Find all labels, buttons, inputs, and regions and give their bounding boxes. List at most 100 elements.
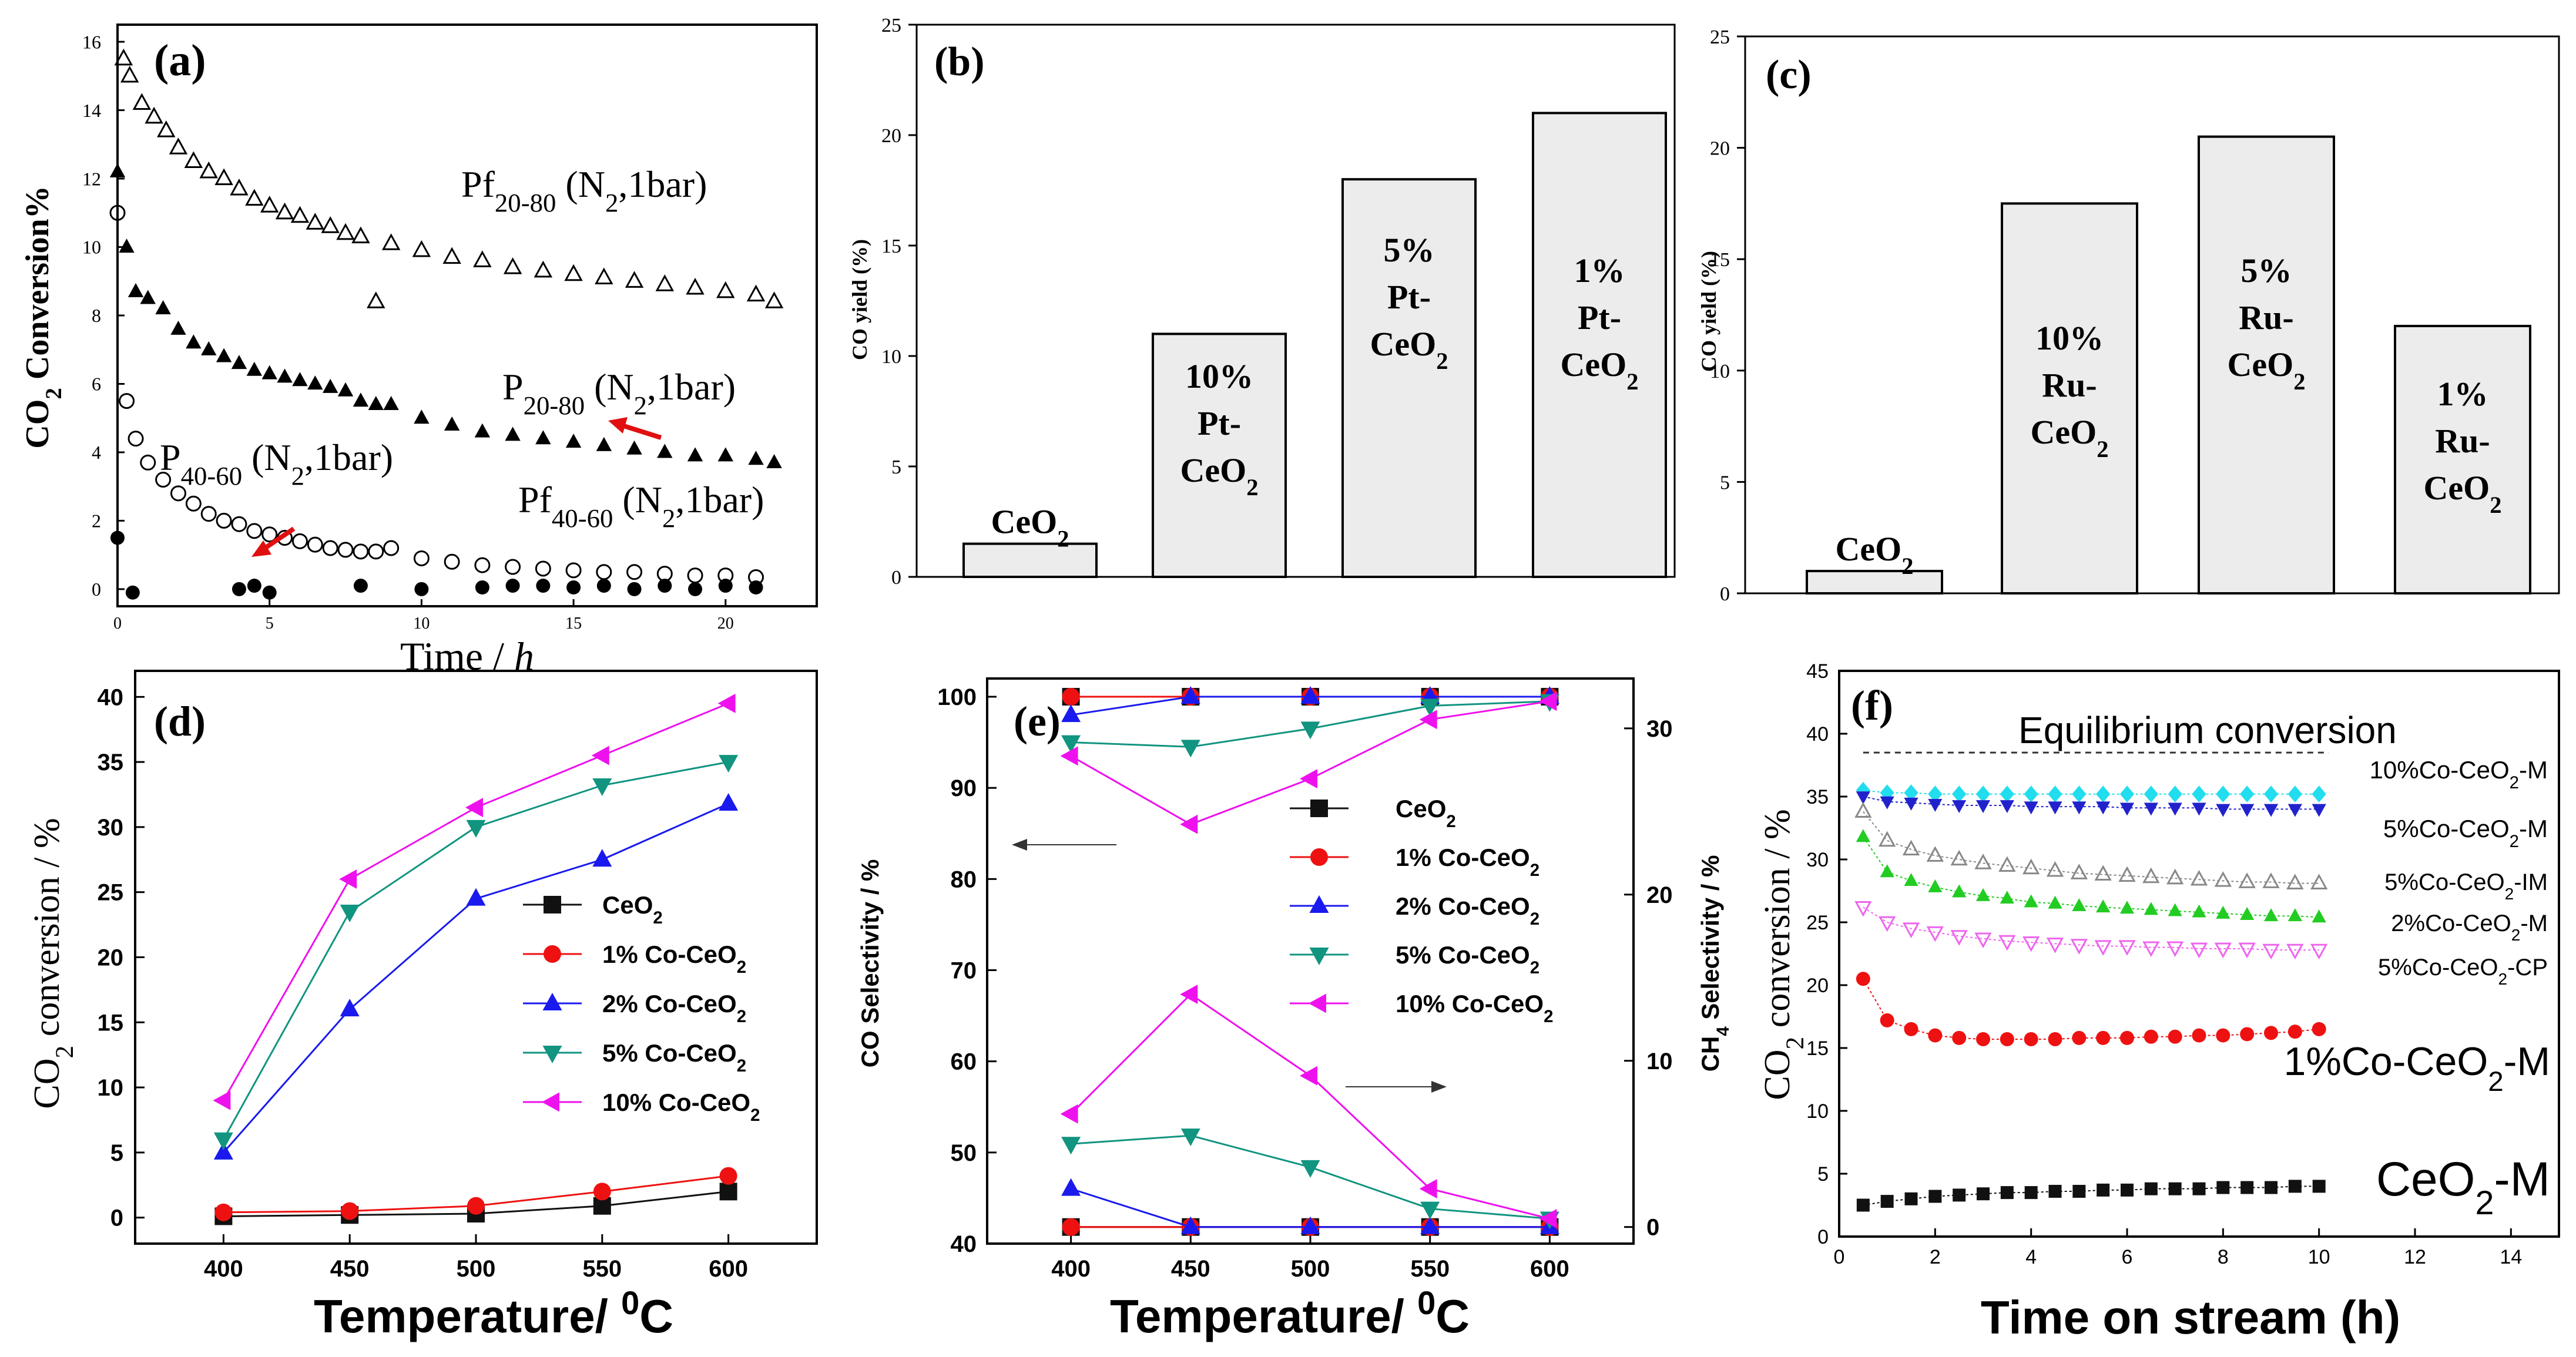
- data-point: [260, 196, 279, 213]
- bar-label: 5%: [2241, 251, 2292, 290]
- y-tick-label: 0: [1720, 583, 1730, 605]
- legend-label: 2% Co-CeO2: [602, 990, 746, 1026]
- y-tick-label-right: 0: [1646, 1215, 1659, 1241]
- y-tick-label: 0: [891, 567, 901, 589]
- data-point: [1975, 800, 1991, 814]
- series-label: 2%Co-CeO2-M: [2391, 911, 2548, 944]
- y-tick-label: 14: [82, 100, 101, 121]
- text-run: P: [502, 366, 524, 408]
- subscript-text: 2: [737, 1007, 746, 1026]
- data-point: [717, 693, 736, 713]
- subscript-text: 2: [1446, 812, 1455, 831]
- data-point: [247, 579, 261, 593]
- subscript-text: 2: [1781, 1037, 1809, 1050]
- y-tick-label: 12: [82, 168, 101, 189]
- text-run: ,1bar): [618, 163, 707, 205]
- data-point: [2265, 1181, 2278, 1194]
- subscript-text: 2: [2498, 970, 2508, 988]
- panel-label: (c): [1766, 52, 1812, 98]
- data-point: [322, 540, 338, 556]
- data-point: [2262, 872, 2280, 888]
- data-point: [505, 426, 521, 441]
- data-point: [2192, 785, 2206, 803]
- data-point: [1880, 796, 1894, 810]
- text-run: -M: [2504, 1039, 2550, 1084]
- bar: [2394, 324, 2531, 595]
- x-tick-label: 600: [1530, 1256, 1569, 1282]
- data-point: [1856, 1198, 1870, 1212]
- y-tick-label: 35: [98, 750, 124, 775]
- data-point: [351, 226, 370, 244]
- data-point: [719, 1183, 737, 1201]
- text-run: C: [639, 1290, 673, 1342]
- data-point: [322, 378, 338, 393]
- data-point: [1974, 932, 1992, 949]
- data-point: [1180, 686, 1200, 704]
- data-point: [1420, 1201, 1440, 1220]
- data-point: [213, 1141, 233, 1160]
- data-point: [1975, 785, 1991, 803]
- data-point: [1928, 879, 1943, 892]
- data-point: [2070, 864, 2088, 879]
- data-point: [216, 512, 232, 529]
- text-run: 5% Co-CeO: [1396, 941, 1530, 969]
- series-line: [1863, 836, 2319, 918]
- data-point: [2240, 906, 2255, 920]
- y-axis-title: CO yield (%): [1697, 251, 1720, 372]
- data-point: [170, 320, 186, 335]
- series-label: 1%Co-CeO2-M: [2284, 1039, 2550, 1097]
- y-axis-title: CO Selectivity / %: [856, 859, 884, 1068]
- data-point: [412, 240, 431, 257]
- bar-label: 10%: [1185, 357, 1253, 395]
- y-tick-label: 90: [951, 775, 977, 801]
- data-point: [2096, 785, 2111, 803]
- subscript-text: 40-60: [181, 461, 243, 491]
- subscript-text: 2: [662, 503, 675, 533]
- data-point: [186, 334, 202, 349]
- data-point: [687, 567, 703, 584]
- data-point: [625, 271, 644, 288]
- bar-label: 5%: [1384, 231, 1435, 269]
- panel-label: (a): [154, 36, 206, 85]
- data-point: [1539, 691, 1557, 711]
- bar-label: 1%: [2437, 375, 2488, 413]
- data-point: [383, 540, 400, 556]
- data-point: [1952, 785, 1967, 803]
- data-point: [261, 365, 277, 379]
- data-point: [2048, 785, 2062, 803]
- data-point: [2192, 1182, 2206, 1195]
- text-run: 10% Co-CeO: [602, 1089, 750, 1116]
- data-point: [213, 1132, 233, 1150]
- data-point: [2168, 785, 2182, 803]
- data-point: [145, 106, 163, 124]
- data-point: [337, 542, 354, 558]
- data-point: [1419, 710, 1437, 730]
- data-point: [340, 904, 360, 922]
- legend-label: 5% Co-CeO2: [1396, 941, 1539, 978]
- data-point: [1902, 839, 1920, 856]
- data-point: [2216, 804, 2230, 817]
- data-point: [592, 849, 612, 867]
- data-point: [1180, 1128, 1200, 1147]
- data-point: [2048, 801, 2062, 815]
- data-point: [2264, 1026, 2278, 1040]
- text-run: 10%Co-CeO: [2370, 756, 2510, 784]
- text-run: 5%Co-CeO: [2383, 815, 2510, 842]
- text-run: -CP: [2507, 955, 2548, 980]
- series-label: Pf40-60 (N2,1bar): [518, 479, 764, 533]
- data-point: [353, 579, 368, 593]
- data-point: [185, 495, 202, 512]
- data-point: [746, 284, 766, 302]
- data-point: [232, 582, 246, 596]
- y-tick-label: 60: [951, 1049, 977, 1075]
- y-axis-title-right: CH4 Selectivity / %: [1696, 855, 1733, 1072]
- y-axis-title: CO2 conversion / %: [1757, 809, 1809, 1100]
- subscript-text: 2: [653, 908, 662, 928]
- bar-label: CeO2: [1370, 325, 1448, 374]
- data-point: [2192, 802, 2206, 816]
- data-point: [2048, 895, 2062, 909]
- data-point: [465, 798, 483, 818]
- data-point: [246, 361, 263, 376]
- data-point: [413, 550, 430, 566]
